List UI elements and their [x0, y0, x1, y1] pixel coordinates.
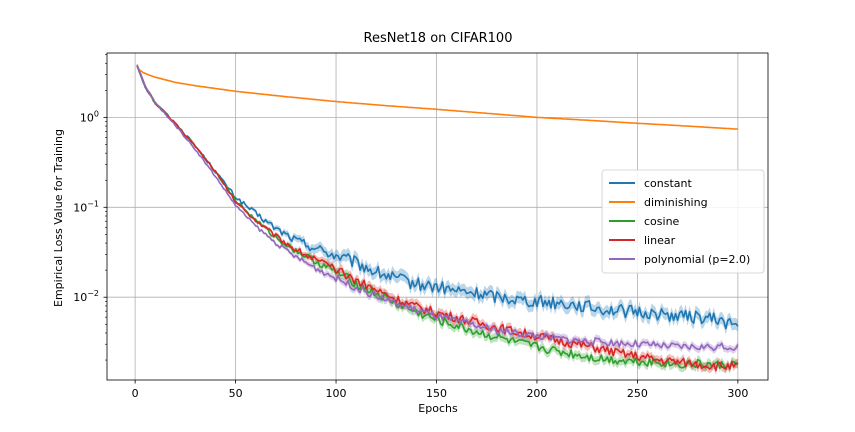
x-tick-label: 300 [727, 387, 748, 400]
y-tick-exponent: 0 [94, 109, 99, 118]
y-tick-base: 10 [73, 201, 87, 214]
series-line-polynomial-p-2-0 [136, 64, 739, 352]
y-tick-label: 100 [80, 109, 99, 124]
x-tick-label: 150 [426, 387, 447, 400]
y-tick-exponent: −1 [87, 199, 99, 208]
y-tick-base: 10 [73, 291, 87, 304]
y-tick-label: 10−2 [73, 289, 99, 304]
y-tick-label: 10−1 [73, 199, 99, 214]
y-axis-label: Empirical Loss Value for Training [52, 129, 65, 307]
legend-item-diminishing: diminishing [609, 196, 708, 209]
series-line-constant [136, 65, 739, 330]
y-tick-base: 10 [80, 111, 94, 124]
chart-title: ResNet18 on CIFAR100 [364, 31, 513, 46]
legend-item-cosine: cosine [609, 215, 680, 228]
series-line-diminishing [136, 64, 738, 130]
x-tick-label: 250 [627, 387, 648, 400]
x-tick-label: 200 [526, 387, 547, 400]
legend-label: polynomial (p=2.0) [644, 253, 750, 266]
legend-label: diminishing [644, 196, 708, 209]
legend-box [601, 169, 765, 274]
legend-item-polynomial-p-2-0: polynomial (p=2.0) [609, 253, 750, 266]
legend-item-linear: linear [609, 234, 676, 247]
y-tick-exponent: −2 [87, 289, 99, 298]
legend: constant diminishing cosine linear polynomia… [601, 169, 765, 274]
x-tick-label: 50 [229, 387, 243, 400]
series-line-linear [136, 65, 739, 372]
x-tick-label: 100 [326, 387, 347, 400]
legend-item-constant: constant [609, 177, 693, 190]
x-tick-label: 0 [132, 387, 139, 400]
x-axis-ticks: 0 50 100 150 200 250 300 [132, 380, 748, 400]
plot-frame [106, 52, 769, 381]
legend-label: linear [644, 234, 676, 247]
series-lines [136, 64, 739, 372]
x-axis-label: Epochs [418, 402, 458, 415]
legend-label: constant [644, 177, 693, 190]
legend-label: cosine [644, 215, 680, 228]
